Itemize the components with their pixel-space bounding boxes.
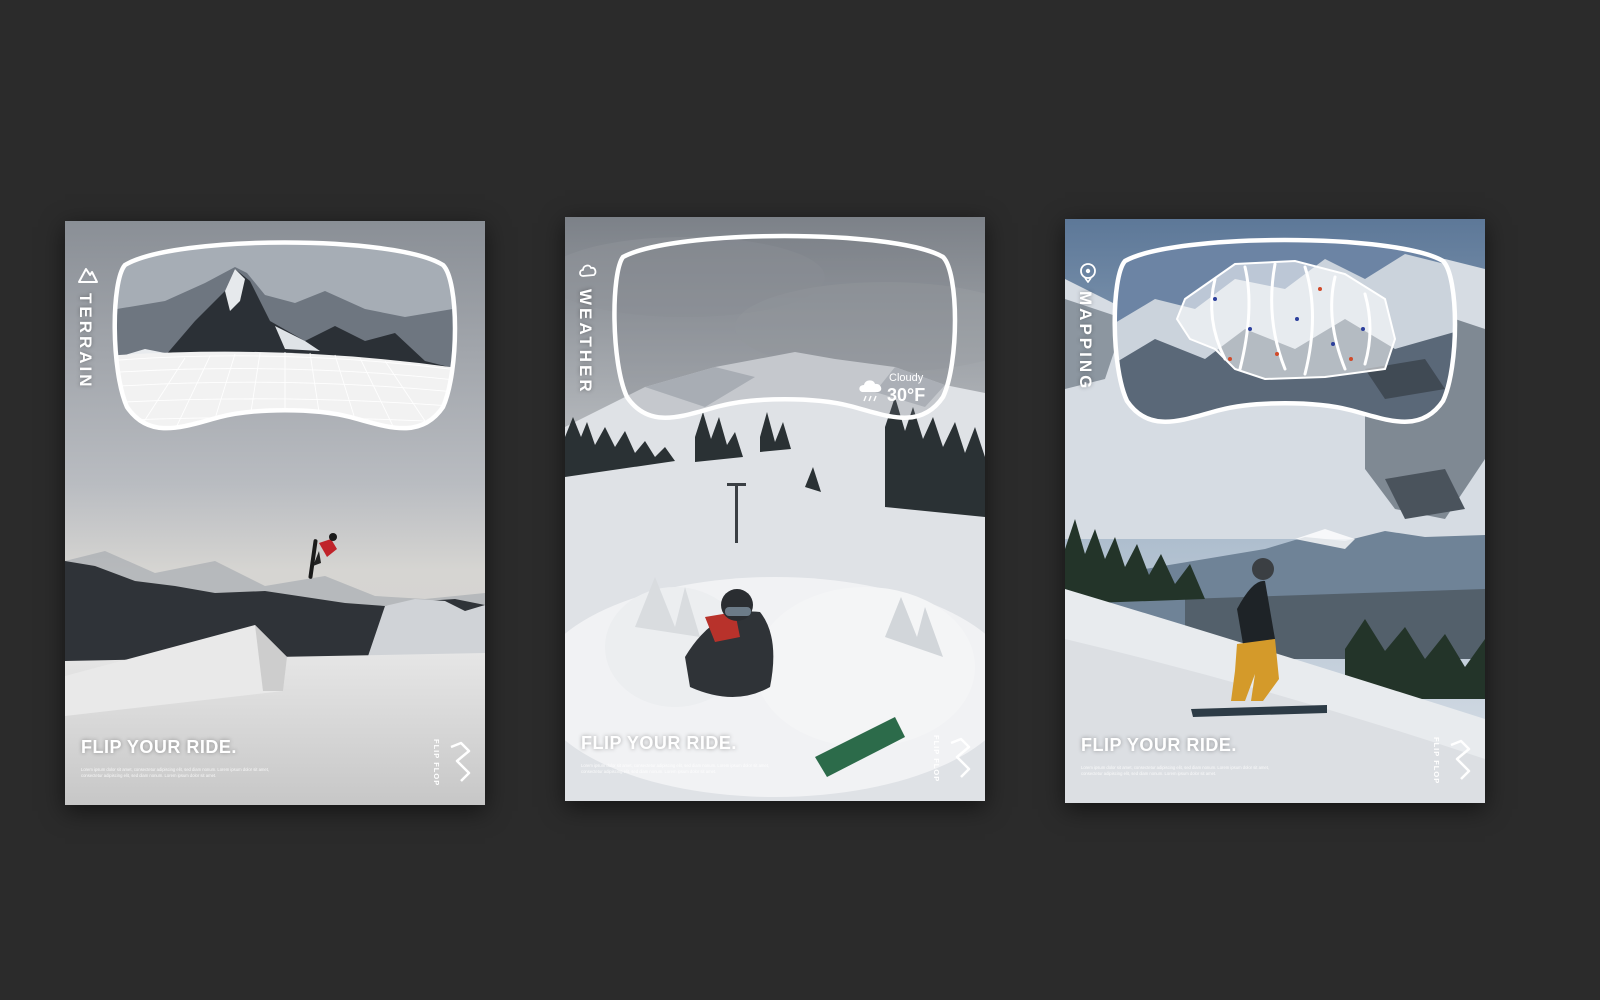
weather-photo xyxy=(565,217,985,801)
tree-line xyxy=(1065,519,1485,699)
goggle-outline xyxy=(1112,237,1458,424)
weather-condition: Cloudy xyxy=(889,372,924,384)
poster-label: WEATHER xyxy=(576,289,595,395)
mapping-photo xyxy=(1065,219,1485,803)
weather-widget: Cloudy 30°F xyxy=(857,370,927,410)
brand-name: FLIP FLOP xyxy=(1432,737,1441,785)
weather-temperature: 30°F xyxy=(887,385,926,405)
tagline: FLIP YOUR RIDE. xyxy=(81,737,237,757)
body-copy: Lorem ipsum dolor sit amet, consectetur … xyxy=(581,763,770,774)
map-pin-icon xyxy=(1080,263,1096,283)
tagline: FLIP YOUR RIDE. xyxy=(581,733,737,753)
body-copy: Lorem ipsum dolor sit amet, consectetur … xyxy=(81,767,270,778)
snowboarder-figure xyxy=(1191,558,1327,717)
snowboarder-figure xyxy=(308,533,337,579)
snowboarder-figure xyxy=(685,589,905,777)
poster-terrain: TERRAIN FLIP YOUR RIDE. Lorem ipsum dolo… xyxy=(65,221,485,805)
brand-logo-icon xyxy=(1450,739,1471,780)
goggle-outline xyxy=(612,233,958,420)
terrain-photo xyxy=(65,221,485,805)
tagline: FLIP YOUR RIDE. xyxy=(1081,735,1237,755)
goggle-outline xyxy=(112,240,458,431)
poster-label: MAPPING xyxy=(1076,291,1095,392)
brand-logo-icon xyxy=(450,741,471,782)
body-copy: Lorem ipsum dolor sit amet, consectetur … xyxy=(1081,765,1270,776)
trail-map xyxy=(1175,259,1397,381)
cloud-icon xyxy=(579,264,597,277)
tree-line xyxy=(565,397,985,517)
brand-name: FLIP FLOP xyxy=(932,735,941,783)
cloud-snow-icon xyxy=(859,380,882,402)
brand-name: FLIP FLOP xyxy=(432,739,441,787)
brand-logo-icon xyxy=(950,737,971,778)
poster-weather: WEATHER Cloudy 30°F FLIP YOUR RIDE. Lore… xyxy=(565,217,985,801)
poster-mapping: MAPPING FLIP YOUR RIDE. Lorem ipsum dolo… xyxy=(1065,219,1485,803)
poster-label: TERRAIN xyxy=(76,293,95,390)
mountain-icon xyxy=(78,268,98,283)
